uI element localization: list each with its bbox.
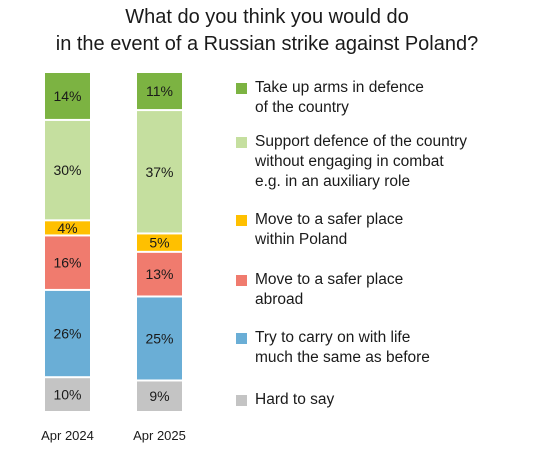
x-tick-label-1: Apr 2024 (41, 428, 94, 443)
legend-label-line: Try to carry on with life (255, 329, 411, 346)
bar-segment-1-2 (45, 120, 90, 220)
data-label-2-1: 11% (146, 83, 173, 99)
legend-swatch-3 (236, 215, 247, 226)
legend-label-line: of the country (255, 99, 349, 116)
legend-label-line: Support defence of the country (255, 133, 467, 150)
bar-segment-1-6 (45, 378, 90, 411)
legend-label-2: Support defence of the country without en… (255, 132, 525, 192)
chart-title-line-1: What do you think you would do (125, 6, 409, 28)
legend-label-line: within Poland (255, 231, 348, 248)
bar-segment-1-3 (45, 221, 90, 235)
legend-swatch-1 (236, 83, 247, 94)
bar-segment-2-6 (137, 381, 182, 411)
legend-swatch-2 (236, 137, 247, 148)
data-label-2-6: 9% (149, 388, 169, 404)
bar-segment-2-5 (137, 297, 182, 380)
legend-label-4: Move to a safer place abroad (255, 270, 525, 310)
chart-title-line-2: in the event of a Russian strike against… (55, 33, 479, 55)
bar-segment-2-1 (137, 73, 182, 110)
legend-swatch-6 (236, 395, 247, 406)
data-label-1-4: 16% (53, 255, 81, 271)
legend-label-line: abroad (255, 291, 304, 308)
data-label-2-4: 13% (145, 266, 173, 282)
data-label-2-5: 25% (145, 330, 173, 346)
data-label-1-5: 26% (53, 326, 81, 342)
legend-swatch-4 (236, 275, 247, 286)
bar-segment-2-2 (137, 111, 182, 233)
bar-segment-1-5 (45, 290, 90, 377)
legend-label-3: Move to a safer place within Poland (255, 210, 525, 250)
legend-label-line: without engaging in combat (255, 153, 444, 170)
legend-swatch-5 (236, 333, 247, 344)
x-tick-label-2: Apr 2025 (133, 428, 186, 443)
bar-segment-2-4 (137, 252, 182, 296)
legend-label-5: Try to carry on with life much the same a… (255, 328, 525, 368)
legend-label-line: e.g. in an auxiliary role (255, 173, 411, 190)
bar-segment-1-4 (45, 236, 90, 289)
data-label-1-6: 10% (53, 387, 81, 403)
data-label-1-2: 30% (53, 162, 81, 178)
bar-segment-2-3 (137, 234, 182, 251)
chart-title: What do you think you would do in the ev… (0, 4, 534, 58)
legend-label-line: Move to a safer place (255, 271, 404, 288)
legend-label-line: much the same as before (255, 349, 430, 366)
data-label-1-3: 4% (57, 220, 77, 236)
bar-segment-1-1 (45, 73, 90, 119)
legend-label-line: Move to a safer place (255, 211, 404, 228)
legend-label-6: Hard to say (255, 390, 525, 410)
data-label-2-2: 37% (145, 164, 173, 180)
data-label-1-1: 14% (53, 88, 81, 104)
data-label-2-3: 5% (149, 235, 169, 251)
legend-label-line: Hard to say (255, 391, 335, 408)
legend-label-1: Take up arms in defence of the country (255, 78, 525, 118)
legend-label-line: Take up arms in defence (255, 79, 424, 96)
